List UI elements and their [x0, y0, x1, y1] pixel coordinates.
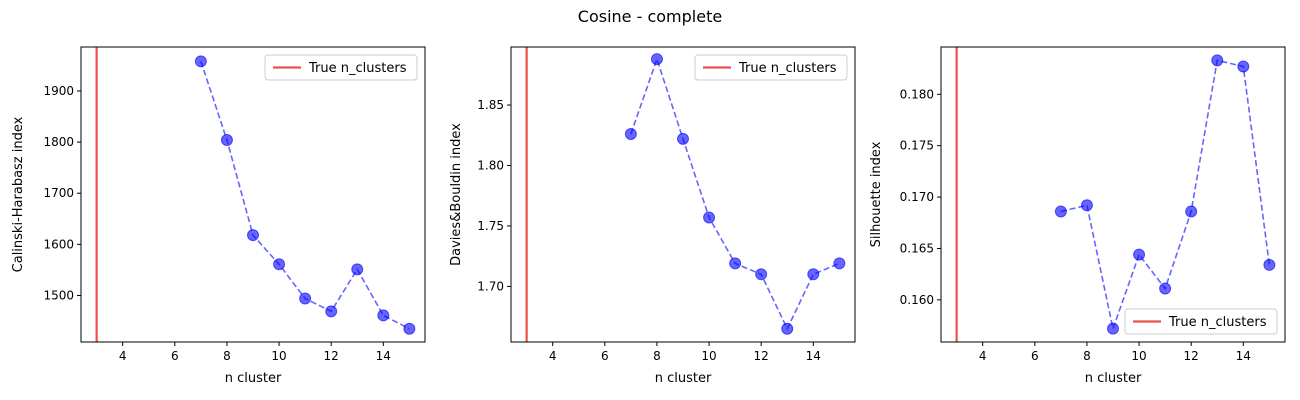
- data-point: [781, 322, 794, 335]
- legend: True n_clusters: [1124, 308, 1278, 335]
- y-tick-label: 1900: [43, 84, 74, 98]
- x-tick-label: 12: [324, 349, 339, 363]
- y-tick-label: 0.160: [900, 293, 934, 307]
- x-tick-label: 6: [1031, 349, 1039, 363]
- data-point: [755, 268, 768, 281]
- x-axis-label: n cluster: [1085, 371, 1142, 386]
- x-tick-label: 4: [119, 349, 127, 363]
- axes-frame: [510, 46, 856, 343]
- data-point: [1211, 54, 1224, 67]
- data-point: [220, 134, 233, 147]
- y-axis-label: Silhouette index: [869, 141, 884, 247]
- x-tick-label: 14: [806, 349, 821, 363]
- legend-label: True n_clusters: [308, 61, 407, 76]
- x-tick-label: 12: [754, 349, 769, 363]
- data-point: [351, 263, 364, 276]
- data-point: [807, 268, 820, 281]
- data-point: [650, 53, 663, 66]
- data-point: [325, 305, 338, 318]
- y-tick-label: 0.180: [900, 87, 934, 101]
- x-tick-label: 10: [1131, 349, 1146, 363]
- y-tick-label: 1600: [43, 237, 74, 251]
- data-point: [1185, 205, 1198, 218]
- x-tick-label: 14: [1236, 349, 1251, 363]
- chart-panel-1: 4 6 8 10 12 14 1500 1600 1700 1800 1900 n cluster Ca…: [11, 46, 426, 386]
- y-axis-label: Calinski-Harabasz index: [11, 116, 26, 272]
- data-point: [1237, 60, 1250, 73]
- x-axis-label: n cluster: [225, 371, 282, 386]
- x-tick-label: 4: [549, 349, 557, 363]
- data-point: [1054, 205, 1067, 218]
- y-tick-label: 1.70: [477, 279, 504, 293]
- x-tick-label: 8: [223, 349, 231, 363]
- data-point: [273, 258, 286, 271]
- series-line: [200, 61, 410, 330]
- data-point: [1159, 282, 1172, 295]
- x-tick-label: 10: [701, 349, 716, 363]
- data-point: [1080, 199, 1093, 212]
- data-point: [377, 309, 390, 322]
- axes-frame: [80, 46, 426, 343]
- x-tick-label: 6: [601, 349, 609, 363]
- x-tick-label: 12: [1184, 349, 1199, 363]
- chart-panel-2: 4 6 8 10 12 14 1.70 1.75 1.80 1.85 n cluster Davies…: [449, 46, 856, 386]
- legend-box: [694, 54, 848, 81]
- x-tick-label: 6: [171, 349, 179, 363]
- data-point: [703, 211, 716, 224]
- data-point: [299, 292, 312, 305]
- data-point: [247, 229, 259, 242]
- legend: True n_clusters: [694, 54, 848, 81]
- data-point: [1133, 248, 1146, 261]
- legend-label: True n_clusters: [738, 61, 837, 76]
- x-tick-label: 8: [653, 349, 661, 363]
- x-tick-label: 4: [979, 349, 987, 363]
- data-point: [624, 128, 637, 141]
- x-tick-label: 10: [271, 349, 286, 363]
- y-tick-label: 1.75: [477, 219, 504, 233]
- x-tick-label: 8: [1083, 349, 1091, 363]
- y-tick-label: 1.85: [477, 98, 504, 112]
- figure-title: Cosine - complete: [578, 7, 722, 26]
- legend-box: [1124, 308, 1278, 335]
- data-point: [403, 322, 416, 335]
- data-point: [1107, 322, 1119, 335]
- y-tick-label: 0.175: [900, 139, 934, 153]
- legend-label: True n_clusters: [1168, 315, 1267, 330]
- data-point: [729, 257, 742, 270]
- y-tick-label: 0.165: [900, 241, 934, 255]
- series-line: [630, 56, 840, 331]
- y-tick-label: 1800: [43, 135, 74, 149]
- legend-box: [264, 54, 418, 81]
- y-tick-label: 1.80: [477, 158, 504, 172]
- y-tick-label: 1500: [43, 288, 74, 302]
- axes-frame: [940, 46, 1286, 343]
- y-axis-label: Davies&Bouldin index: [449, 123, 464, 266]
- x-tick-label: 14: [376, 349, 391, 363]
- legend: True n_clusters: [264, 54, 418, 81]
- x-axis-label: n cluster: [655, 371, 712, 386]
- data-point: [833, 257, 846, 270]
- data-point: [194, 55, 207, 68]
- y-tick-label: 1700: [43, 186, 74, 200]
- chart-panel-3: 4 6 8 10 12 14 0.160 0.165 0.170 0.175 0.180 n clus…: [869, 46, 1286, 386]
- data-point: [677, 132, 689, 145]
- data-point: [1263, 258, 1276, 271]
- y-tick-label: 0.170: [900, 190, 934, 204]
